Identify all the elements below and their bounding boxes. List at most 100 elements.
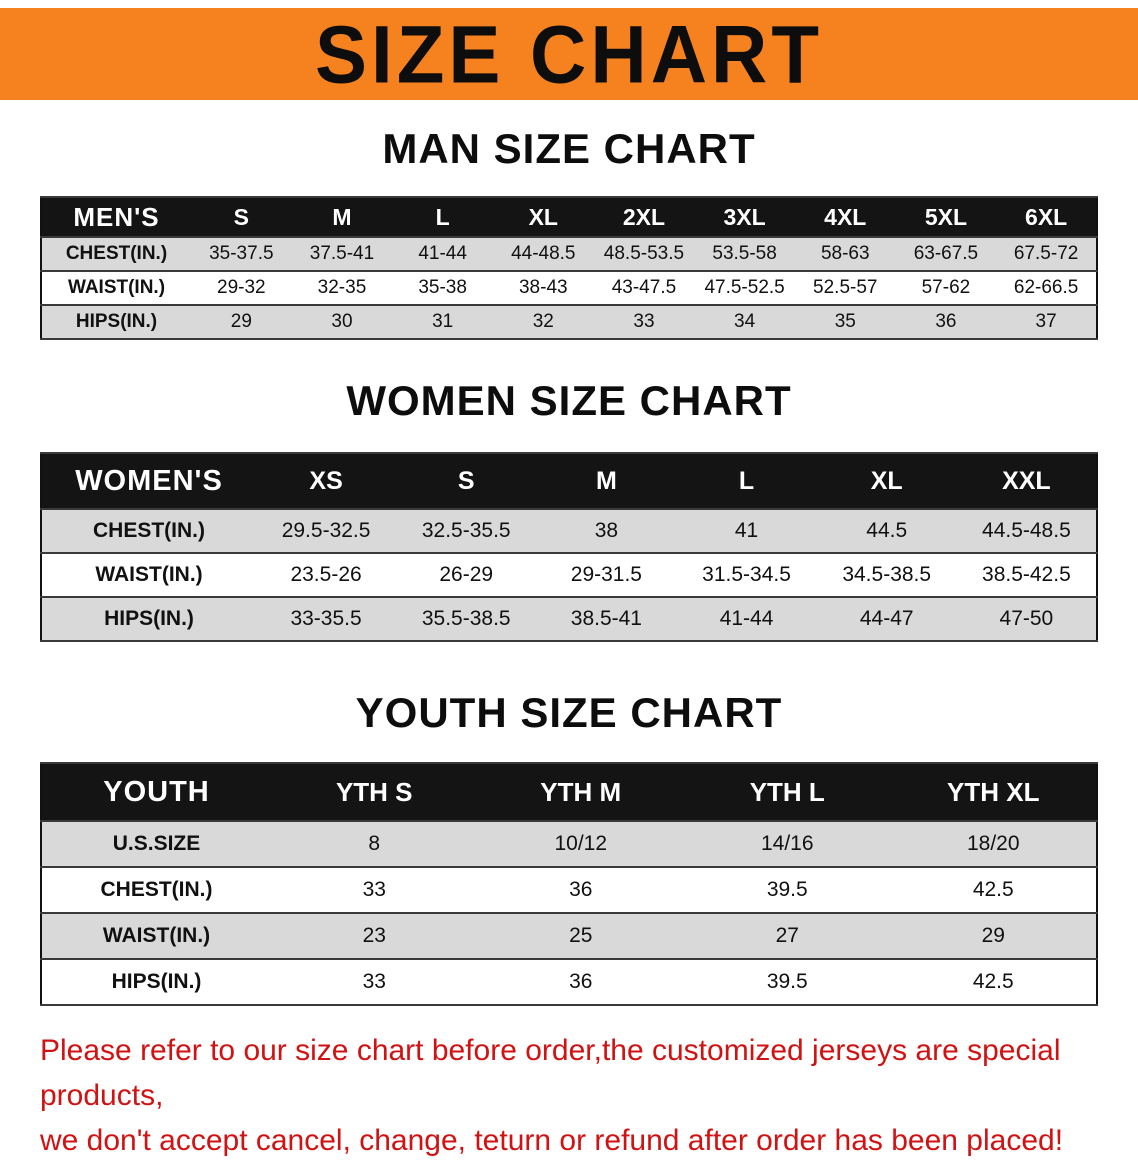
column-header: YTH L [684, 762, 891, 822]
table-cell: 23 [271, 912, 478, 960]
table-cell: 36 [477, 958, 684, 1006]
column-header: XL [816, 452, 957, 510]
table-cell: 33-35.5 [256, 596, 397, 642]
table-cell: 35-37.5 [191, 236, 292, 272]
table-row: CHEST(IN.) 33 36 39.5 42.5 [41, 866, 1097, 914]
table-cell: 35.5-38.5 [396, 596, 537, 642]
table-cell: 29 [191, 304, 292, 340]
column-header: M [291, 196, 393, 238]
table-cell: 18/20 [890, 820, 1097, 868]
table-cell: 37.5-41 [291, 236, 393, 272]
table-cell: 48.5-53.5 [593, 236, 695, 272]
row-label: CHEST(IN.) [41, 236, 191, 272]
table-row: HIPS(IN.) 29 30 31 32 33 34 35 36 37 [41, 304, 1097, 340]
disclaimer-line-2: we don't accept cancel, change, teturn o… [40, 1124, 1064, 1157]
table-cell: 44.5 [816, 508, 957, 554]
youth-size-chart-heading: YOUTH SIZE CHART [355, 689, 783, 736]
table-header-label: YOUTH [41, 762, 271, 822]
table-cell: 35 [794, 304, 896, 340]
women-size-table: WOMEN'S XS S M L XL XXL CHEST(IN.) 29.5-32.5 32.5… [0, 452, 1138, 642]
table-cell: 44.5-48.5 [956, 508, 1097, 554]
table-cell: 36 [477, 866, 684, 914]
size-table: YOUTH YTH S YTH M YTH L YTH XL U.S.SIZE 8 10/12… [40, 762, 1098, 1006]
table-cell: 43-47.5 [593, 270, 695, 306]
row-label: HIPS(IN.) [41, 596, 256, 642]
table-row: U.S.SIZE 8 10/12 14/16 18/20 [41, 820, 1097, 868]
table-cell: 27 [684, 912, 891, 960]
column-header: S [396, 452, 537, 510]
table-cell: 63-67.5 [895, 236, 997, 272]
table-cell: 39.5 [684, 958, 891, 1006]
table-cell: 38-43 [492, 270, 594, 306]
column-header: 6XL [996, 196, 1097, 238]
table-cell: 57-62 [895, 270, 997, 306]
table-cell: 30 [291, 304, 393, 340]
table-cell: 38.5-42.5 [956, 552, 1097, 598]
table-cell: 32-35 [291, 270, 393, 306]
youth-size-table: YOUTH YTH S YTH M YTH L YTH XL U.S.SIZE 8 10/12… [0, 762, 1138, 1006]
table-cell: 31 [392, 304, 493, 340]
table-row: WAIST(IN.) 23 25 27 29 [41, 912, 1097, 960]
column-header: YTH XL [890, 762, 1097, 822]
disclaimer-line-1: Please refer to our size chart before or… [40, 1034, 1061, 1112]
table-cell: 39.5 [684, 866, 891, 914]
table-cell: 41 [676, 508, 817, 554]
table-cell: 33 [593, 304, 695, 340]
table-row: CHEST(IN.) 29.5-32.5 32.5-35.5 38 41 44.5 44.5… [41, 508, 1097, 554]
row-label: WAIST(IN.) [41, 270, 191, 306]
column-header: M [536, 452, 677, 510]
header-row: WOMEN'S XS S M L XL XXL [41, 452, 1097, 510]
table-cell: 32 [492, 304, 594, 340]
row-label: HIPS(IN.) [41, 958, 271, 1006]
column-header: 3XL [694, 196, 795, 238]
table-cell: 47-50 [956, 596, 1097, 642]
man-size-chart-heading: MAN SIZE CHART [382, 125, 756, 172]
column-header: XS [256, 452, 397, 510]
table-cell: 67.5-72 [996, 236, 1097, 272]
banner-title: SIZE CHART [315, 7, 823, 101]
column-header: XXL [956, 452, 1097, 510]
table-cell: 25 [477, 912, 684, 960]
column-header: YTH M [477, 762, 684, 822]
table-cell: 37 [996, 304, 1097, 340]
table-cell: 23.5-26 [256, 552, 397, 598]
column-header: 5XL [895, 196, 997, 238]
table-cell: 34 [694, 304, 795, 340]
table-cell: 42.5 [890, 958, 1097, 1006]
table-cell: 14/16 [684, 820, 891, 868]
table-cell: 26-29 [396, 552, 537, 598]
column-header: S [191, 196, 292, 238]
column-header: 2XL [593, 196, 695, 238]
table-cell: 62-66.5 [996, 270, 1097, 306]
row-label: WAIST(IN.) [41, 912, 271, 960]
table-cell: 47.5-52.5 [694, 270, 795, 306]
table-cell: 34.5-38.5 [816, 552, 957, 598]
table-cell: 44-48.5 [492, 236, 594, 272]
column-header: 4XL [794, 196, 896, 238]
table-cell: 44-47 [816, 596, 957, 642]
column-header: L [392, 196, 493, 238]
table-header-label: MEN'S [41, 196, 191, 238]
size-table: MEN'S S M L XL 2XL 3XL 4XL 5XL 6XL CHEST(IN.) 35-37… [40, 196, 1098, 340]
table-cell: 29-32 [191, 270, 292, 306]
table-cell: 52.5-57 [794, 270, 896, 306]
column-header: L [676, 452, 817, 510]
header-row: YOUTH YTH S YTH M YTH L YTH XL [41, 762, 1097, 822]
table-cell: 35-38 [392, 270, 493, 306]
row-label: CHEST(IN.) [41, 508, 256, 554]
table-header-label: WOMEN'S [41, 452, 256, 510]
table-cell: 38 [536, 508, 677, 554]
table-cell: 29.5-32.5 [256, 508, 397, 554]
table-row: WAIST(IN.) 23.5-26 26-29 29-31.5 31.5-34.5 34… [41, 552, 1097, 598]
table-cell: 38.5-41 [536, 596, 677, 642]
table-cell: 32.5-35.5 [396, 508, 537, 554]
column-header: YTH S [271, 762, 478, 822]
table-row: CHEST(IN.) 35-37.5 37.5-41 41-44 44-48.5 48.5… [41, 236, 1097, 272]
table-cell: 41-44 [676, 596, 817, 642]
table-cell: 8 [271, 820, 478, 868]
men-size-table: MEN'S S M L XL 2XL 3XL 4XL 5XL 6XL CHEST(IN.) 35-37… [0, 196, 1138, 340]
table-cell: 36 [895, 304, 997, 340]
column-header: XL [492, 196, 594, 238]
table-cell: 33 [271, 866, 478, 914]
table-cell: 31.5-34.5 [676, 552, 817, 598]
